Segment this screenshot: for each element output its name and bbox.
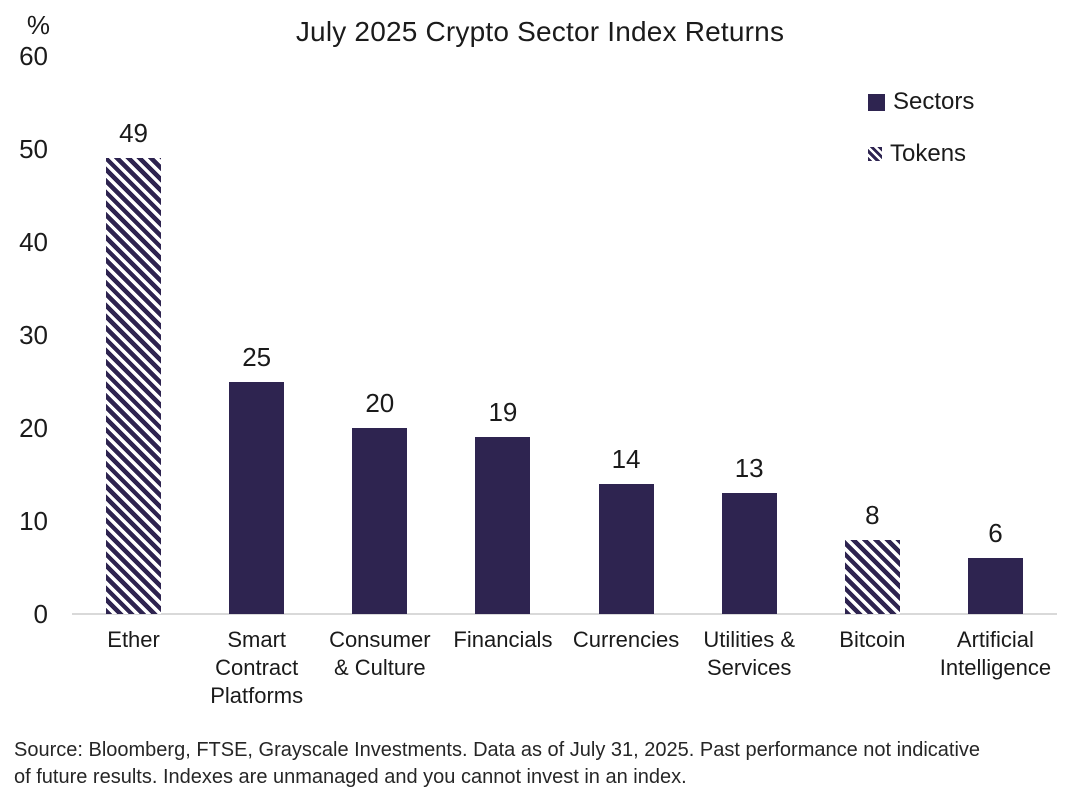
legend-label-tokens: Tokens (890, 140, 967, 167)
bar-value-label-utilities-services: 13 (734, 453, 764, 484)
x-tick-label-artificial-intelligence: Artificial Intelligence (939, 627, 1052, 680)
y-tick-label-10: 10 (19, 506, 48, 536)
bar-value-label-ether: 49 (119, 118, 149, 149)
bar-currencies (598, 483, 654, 614)
x-tick-label-currencies: Currencies (572, 627, 680, 652)
source-note: Source: Bloomberg, FTSE, Grayscale Inves… (14, 739, 981, 788)
bar-utilities-services (721, 493, 777, 614)
x-tick-label-bitcoin: Bitcoin (839, 627, 906, 652)
tokens-hatched-swatch-icon (868, 147, 882, 161)
bar-smart-contract-platforms (229, 381, 285, 614)
legend-item-tokens: Tokens (868, 140, 974, 168)
sectors-solid-swatch-icon (868, 93, 885, 111)
bar-value-label-smart-contract-platforms: 25 (242, 341, 272, 372)
x-tick-label-ether: Ether (107, 627, 160, 652)
bar-value-label-financials: 19 (488, 397, 518, 428)
legend: Sectors Tokens (868, 88, 974, 168)
bar-artificial-intelligence (967, 558, 1023, 614)
chart-title: July 2025 Crypto Sector Index Returns (295, 16, 785, 47)
bar-consumer-culture (352, 428, 408, 614)
y-tick-label-50: 50 (19, 134, 48, 164)
y-tick-label-30: 30 (19, 320, 48, 350)
x-tick-label-utilities-services: Utilities & Services (703, 627, 796, 680)
y-axis-unit-label: % (26, 10, 50, 40)
bar-value-label-consumer-culture: 20 (365, 388, 395, 418)
y-tick-label-0: 0 (33, 599, 48, 629)
bar-value-label-bitcoin: 8 (865, 499, 880, 530)
y-tick-label-20: 20 (19, 413, 48, 443)
x-tick-label-financials: Financials (453, 627, 553, 652)
bar-ether (106, 158, 162, 614)
y-tick-label-60: 60 (19, 41, 48, 71)
legend-item-sectors: Sectors (868, 88, 974, 116)
x-tick-label-smart-contract-platforms: Smart Contract Platforms (210, 627, 304, 708)
x-tick-label-consumer-culture: Consumer & Culture (329, 627, 431, 680)
x-axis-line (72, 613, 1057, 615)
bar-value-label-currencies: 14 (611, 443, 641, 474)
legend-label-sectors: Sectors (893, 88, 975, 115)
y-tick-label-40: 40 (19, 227, 48, 257)
bar-value-label-artificial-intelligence: 6 (988, 518, 1003, 549)
bar-financials (475, 437, 531, 614)
bar-bitcoin (844, 539, 900, 614)
